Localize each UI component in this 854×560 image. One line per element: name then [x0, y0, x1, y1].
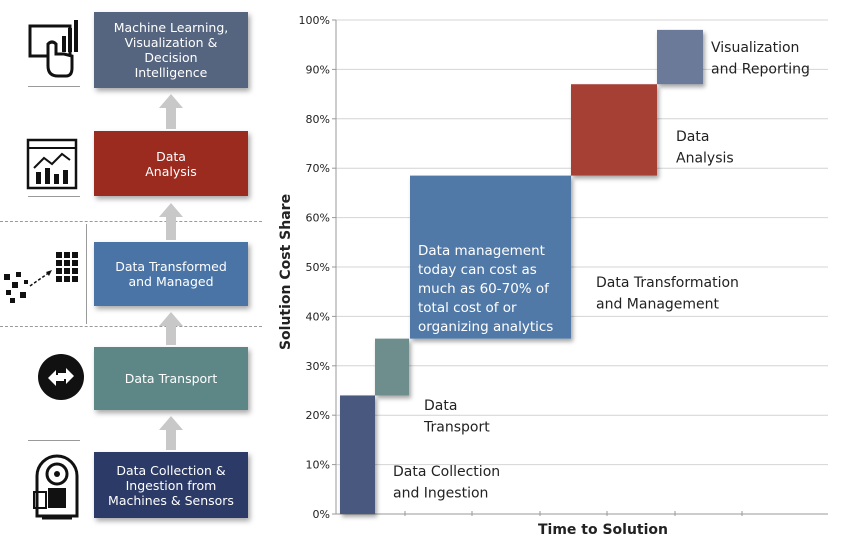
- annotation-text: Data management today can cost as much as …: [418, 243, 553, 335]
- up-arrow-icon: [159, 312, 183, 345]
- y-axis-title: Solution Cost Share: [278, 194, 294, 350]
- y-tick-label: 100%: [299, 14, 330, 27]
- bar-3: [410, 175, 571, 339]
- pipeline-step-ml-visualization: Machine Learning, Visualization & Decisi…: [94, 12, 248, 88]
- pipeline-step-data-analysis: Data Analysis: [94, 131, 248, 196]
- separator-line: [28, 196, 80, 197]
- bar-4: [571, 84, 657, 176]
- up-arrow-icon: [159, 94, 183, 129]
- y-tick-label: 40%: [306, 310, 330, 323]
- bar-2: [375, 338, 409, 396]
- bar-5: [657, 29, 703, 85]
- analytics-dashboard-icon: [26, 138, 78, 190]
- y-tick-label: 20%: [306, 409, 330, 422]
- y-tick-label: 10%: [306, 459, 330, 472]
- bar-label-2: Data Transport: [423, 398, 490, 436]
- y-tick-label: 80%: [306, 113, 330, 126]
- y-tick-label: 50%: [306, 261, 330, 274]
- dashed-separator: [0, 221, 262, 222]
- transport-arrows-icon: [38, 354, 84, 400]
- dashed-separator: [0, 326, 262, 327]
- bar-label-5: Visualization and Reporting: [711, 40, 810, 78]
- separator-line: [86, 224, 87, 324]
- data-transform-icon: [4, 252, 78, 303]
- separator-line: [28, 440, 80, 441]
- separator-line: [28, 86, 80, 87]
- y-tick-label: 90%: [306, 63, 330, 76]
- y-tick-label: 60%: [306, 212, 330, 225]
- x-axis-title: Time to Solution: [538, 522, 668, 538]
- y-tick-label: 30%: [306, 360, 330, 373]
- pipeline-step-data-transport: Data Transport: [94, 347, 248, 410]
- up-arrow-icon: [159, 416, 183, 450]
- bar-1: [340, 395, 375, 514]
- pipeline-step-data-collection: Data Collection & Ingestion from Machine…: [94, 452, 248, 518]
- y-tick-label: 0%: [313, 508, 330, 521]
- y-tick-label: 70%: [306, 162, 330, 175]
- bar-label-4: Data Analysis: [676, 129, 734, 167]
- pipeline-step-data-transformed: Data Transformed and Managed: [94, 242, 248, 306]
- bar-label-1: Data Collection and Ingestion: [393, 464, 500, 502]
- touch-chart-icon: [28, 20, 78, 78]
- up-arrow-icon: [159, 203, 183, 240]
- scanner-machine-icon: [33, 454, 79, 520]
- bar-label-3: Data Transformation and Management: [596, 275, 739, 313]
